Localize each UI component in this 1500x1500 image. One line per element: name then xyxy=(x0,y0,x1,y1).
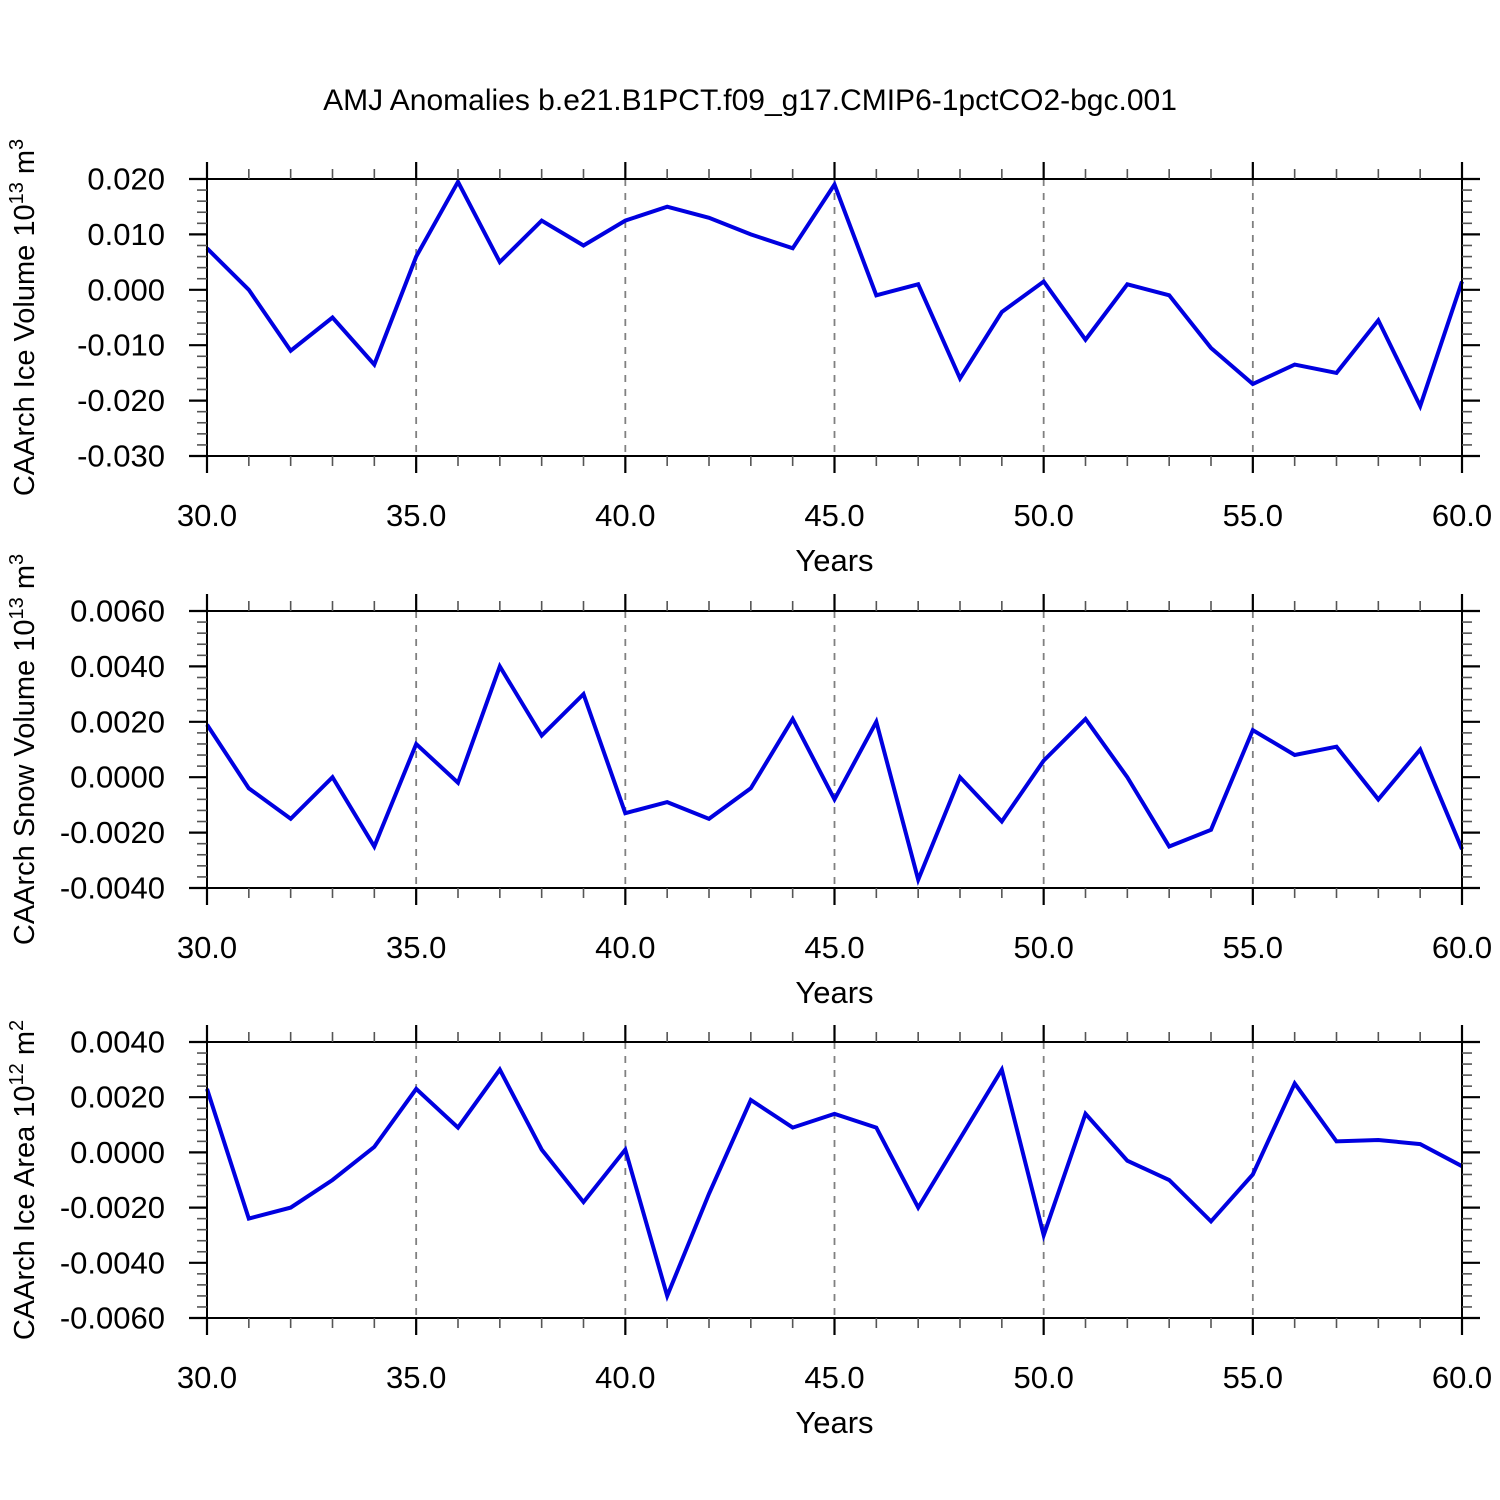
y-tick-label: 0.0060 xyxy=(70,594,165,629)
y-tick-label: -0.030 xyxy=(77,439,165,474)
x-tick-label: 60.0 xyxy=(1432,930,1492,965)
y-tick-label: 0.010 xyxy=(87,217,165,252)
x-tick-label: 40.0 xyxy=(595,498,655,533)
y-tick-label: 0.0040 xyxy=(70,1025,165,1060)
y-tick-label: -0.0060 xyxy=(60,1301,165,1336)
x-tick-label: 35.0 xyxy=(386,498,446,533)
panel-3: -0.0060 -0.0040 -0.0020 0.0000 0.0020 0.0040 3… xyxy=(6,1020,1492,1440)
x-tick-label: 40.0 xyxy=(595,930,655,965)
y-axis-label: CAArch Ice Area 1012 m2 xyxy=(6,1020,41,1340)
panel-2: -0.0040 -0.0020 0.0000 0.0020 0.0040 0.0060 30… xyxy=(6,554,1492,1010)
x-tick-label: 30.0 xyxy=(177,498,237,533)
y-tick-label: -0.020 xyxy=(77,383,165,418)
y-tick-label: 0.0020 xyxy=(70,1080,165,1115)
plot-frame xyxy=(206,1041,1463,1319)
series-line xyxy=(205,177,1464,412)
y-tick-label: 0.0040 xyxy=(70,649,165,684)
plot-frame xyxy=(206,610,1463,889)
x-tick-label: 35.0 xyxy=(386,1360,446,1395)
x-tick-label: 55.0 xyxy=(1223,498,1283,533)
y-tick-label: -0.0020 xyxy=(60,815,165,850)
x-tick-label: 40.0 xyxy=(595,1360,655,1395)
y-tick-label: 0.000 xyxy=(87,272,165,307)
y-tick-label: -0.0040 xyxy=(60,1245,165,1280)
x-tick-label: 60.0 xyxy=(1432,498,1492,533)
x-tick-label: 55.0 xyxy=(1223,930,1283,965)
figure-title: AMJ Anomalies b.e21.B1PCT.f09_g17.CMIP6-… xyxy=(323,84,1177,117)
x-tick-label: 30.0 xyxy=(177,930,237,965)
x-tick-label: 30.0 xyxy=(177,1360,237,1395)
x-tick-label: 50.0 xyxy=(1013,930,1073,965)
panel-1: -0.030 -0.020 -0.010 0.000 0.010 0.020 30.0 35.… xyxy=(6,139,1492,578)
y-axis-label: CAArch Ice Volume 1013 m3 xyxy=(6,139,41,496)
y-tick-label: -0.0040 xyxy=(60,871,165,906)
plot-frame xyxy=(206,178,1463,457)
y-tick-label: 0.0000 xyxy=(70,1135,165,1170)
series-line xyxy=(205,661,1464,886)
y-tick-label: -0.010 xyxy=(77,328,165,363)
y-tick-label: 0.0000 xyxy=(70,760,165,795)
y-axis-label: CAArch Snow Volume 1013 m3 xyxy=(6,554,41,945)
x-tick-label: 50.0 xyxy=(1013,498,1073,533)
x-axis-label: Years xyxy=(795,975,873,1010)
x-tick-label: 35.0 xyxy=(386,930,446,965)
x-tick-label: 45.0 xyxy=(804,498,864,533)
y-tick-label: 0.020 xyxy=(87,162,165,197)
x-tick-label: 60.0 xyxy=(1432,1360,1492,1395)
y-tick-label: 0.0020 xyxy=(70,704,165,739)
x-tick-label: 50.0 xyxy=(1013,1360,1073,1395)
y-tick-label: -0.0020 xyxy=(60,1190,165,1225)
x-tick-label: 45.0 xyxy=(804,930,864,965)
x-tick-label: 55.0 xyxy=(1223,1360,1283,1395)
x-tick-label: 45.0 xyxy=(804,1360,864,1395)
x-axis-label: Years xyxy=(795,543,873,578)
series-line xyxy=(205,1064,1463,1302)
x-axis-label: Years xyxy=(795,1405,873,1440)
